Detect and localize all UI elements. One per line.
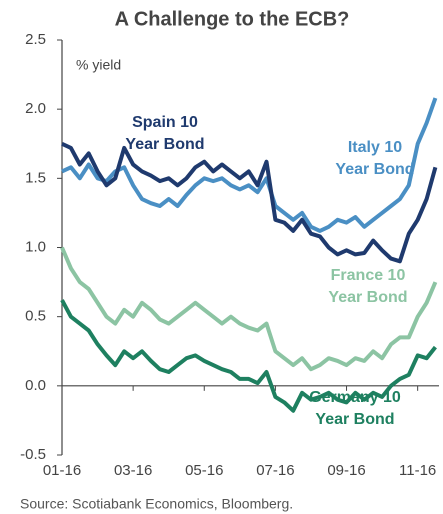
series-label: Spain 10 Year Bond	[125, 114, 204, 153]
series-label: France 10 Year Bond	[328, 267, 407, 306]
series-label: Germany 10 Year Bond	[309, 389, 401, 428]
series-line	[61, 97, 438, 233]
x-tick-label: 07-16	[256, 462, 294, 479]
y-tick-label: 0.0	[25, 377, 46, 394]
x-tick-label: 11-16	[399, 462, 436, 479]
series-line	[60, 246, 438, 372]
x-tick-label: 09-16	[327, 462, 365, 479]
x-tick-label: 03-16	[114, 462, 152, 479]
x-tick-label: 05-16	[185, 462, 223, 479]
y-tick-label: -0.5	[20, 446, 46, 463]
y-tick-label: 0.5	[25, 308, 46, 325]
y-tick-label: 1.5	[25, 169, 46, 186]
series-label: Italy 10 Year Bond	[335, 139, 414, 178]
y-axis-label: % yield	[76, 57, 121, 73]
y-tick-label: 1.0	[25, 238, 46, 255]
y-tick-label: 2.0	[25, 100, 46, 117]
y-tick-label: 2.5	[25, 31, 46, 48]
source-note: Source: Scotiabank Economics, Bloomberg.	[20, 496, 293, 512]
series-line	[60, 299, 437, 413]
x-tick-label: 01-16	[43, 462, 81, 479]
chart-title: A Challenge to the ECB?	[115, 8, 350, 30]
series-line	[61, 141, 438, 264]
